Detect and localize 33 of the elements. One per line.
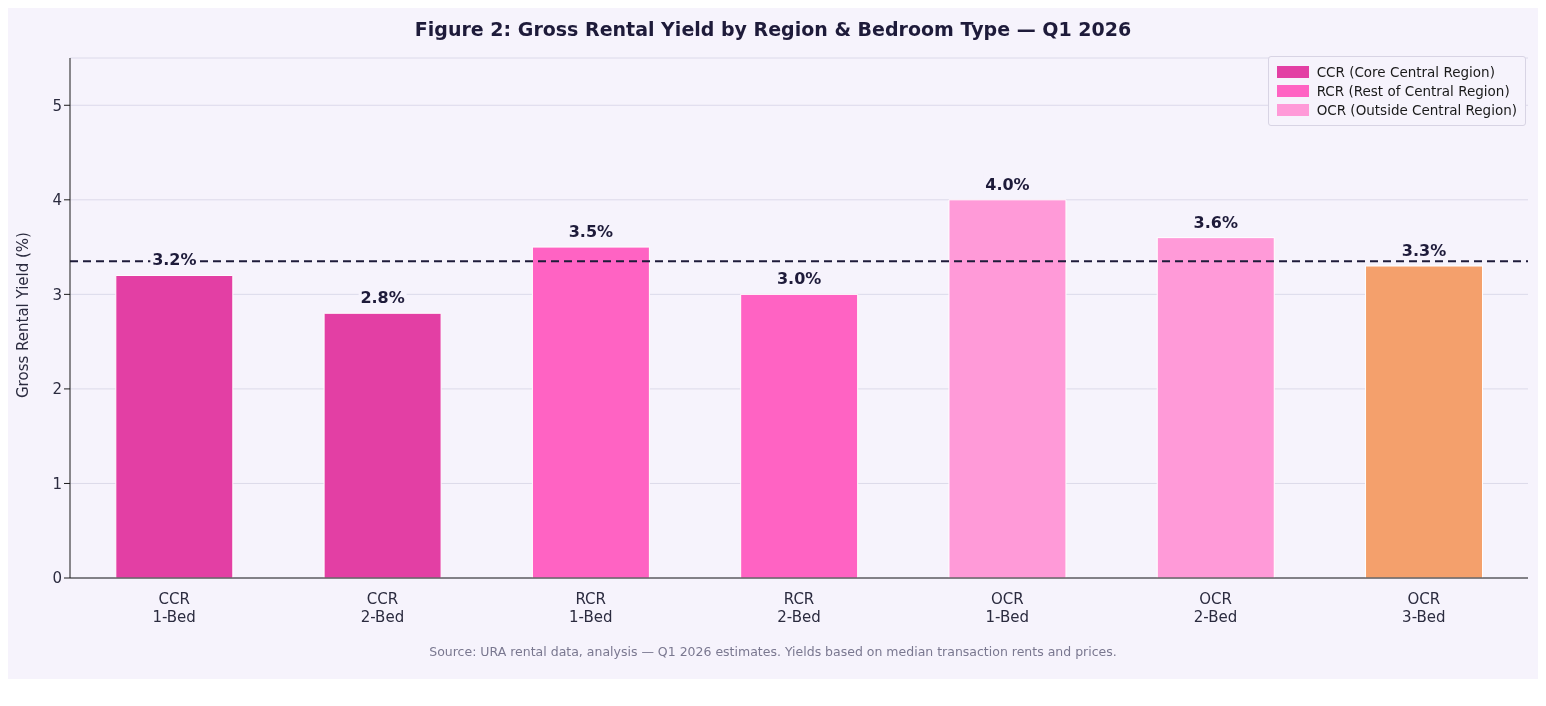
x-tick-label: OCR 1-Bed [985, 590, 1030, 626]
y-tick-label: 2 [52, 380, 62, 399]
legend-label: RCR (Rest of Central Region) [1316, 83, 1510, 99]
bar [1365, 265, 1484, 578]
y-tick-label: 0 [52, 569, 62, 588]
legend-label: CCR (Core Central Region) [1316, 64, 1495, 80]
data-label: 3.2% [152, 250, 197, 270]
y-tick-label: 3 [52, 285, 62, 304]
data-label: 3.3% [1401, 241, 1447, 260]
bar [323, 312, 442, 578]
data-label: 2.8% [360, 288, 405, 308]
bar [740, 293, 859, 578]
data-label: 3.5% [568, 222, 614, 242]
x-tick-label: CCR 2-Bed [360, 590, 405, 626]
y-tick-label: 1 [52, 474, 62, 493]
y-tick-label: 5 [52, 96, 62, 115]
source-note: Source: URA rental data, analysis — Q1 2026 estimates. Yields based on median transaction rents and prices. [428, 644, 1118, 659]
chart-title: Figure 2: Gross Rental Yield by Region & Bedroom Type — Q1 2026 [413, 17, 1133, 42]
x-tick-label: OCR 2-Bed [1193, 590, 1238, 626]
legend-label: OCR (Outside Central Region) [1316, 102, 1517, 118]
y-tick-label: 4 [52, 191, 62, 210]
x-tick-label: RCR 2-Bed [777, 590, 821, 626]
bar [1156, 237, 1275, 578]
bar [115, 274, 234, 578]
x-tick-label: RCR 1-Bed [568, 590, 613, 626]
y-axis-title: Gross Rental Yield (%) [14, 232, 33, 398]
x-tick-label: CCR 1-Bed [152, 590, 196, 626]
data-label: 3.0% [776, 269, 822, 289]
bar [948, 199, 1067, 578]
data-label: 4.0% [985, 174, 1030, 194]
data-label: 3.6% [1193, 212, 1238, 232]
x-tick-label: OCR 3-Bed [1402, 590, 1446, 626]
bar [531, 246, 650, 578]
